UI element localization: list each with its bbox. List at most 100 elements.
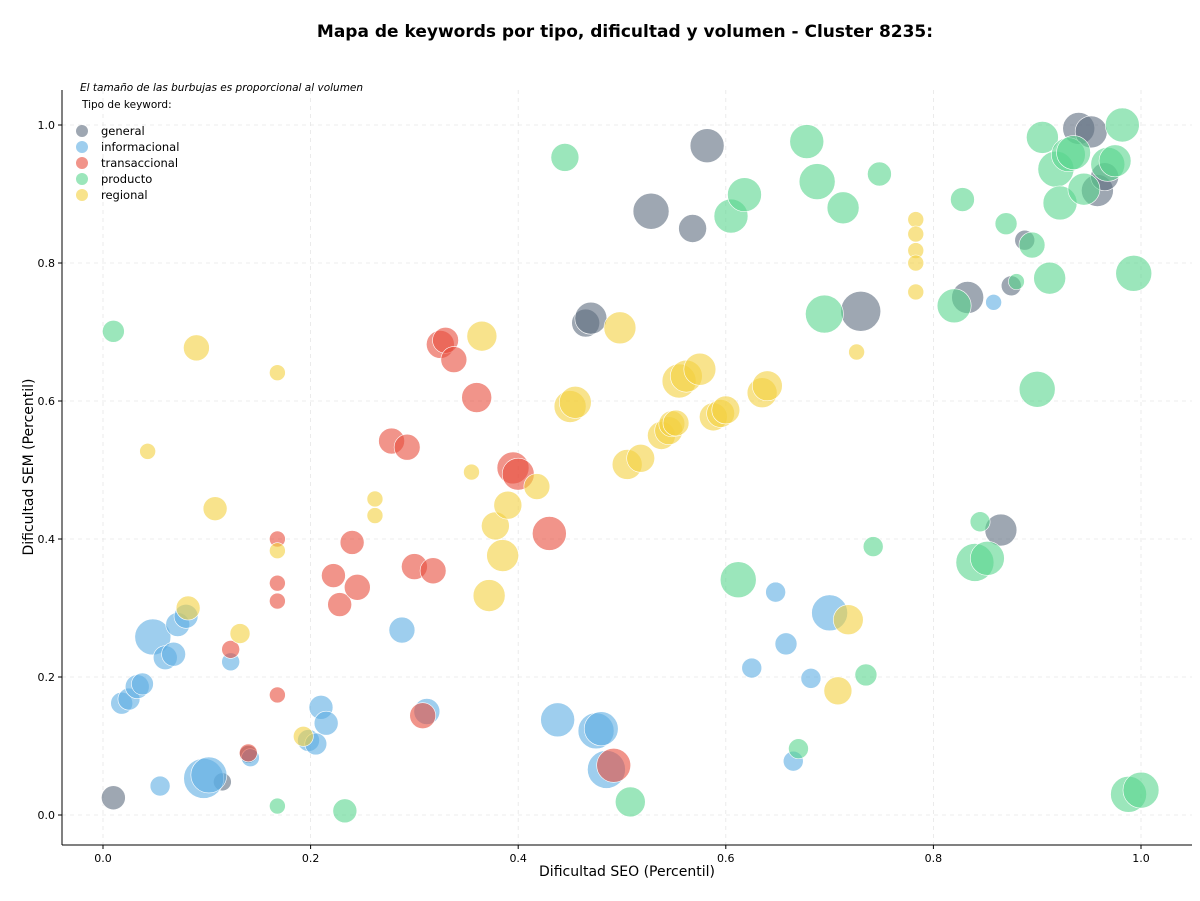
bubble-informacional <box>149 775 171 797</box>
x-tick-label: 0.6 <box>717 852 735 865</box>
bubble-producto <box>854 663 878 687</box>
bubble-regional <box>626 443 655 473</box>
bubble-regional <box>466 320 498 352</box>
y-tick-label: 0.8 <box>38 257 56 270</box>
bubble-producto <box>1008 273 1025 290</box>
bubble-regional <box>558 386 592 419</box>
x-tick-label: 0.0 <box>94 852 112 865</box>
legend-marker-general <box>76 125 88 137</box>
bubble-transaccional <box>344 573 371 601</box>
bubble-producto <box>269 797 286 815</box>
bubble-informacional <box>583 711 619 747</box>
bubble-transaccional <box>596 748 631 783</box>
bubble-producto <box>950 187 975 212</box>
bubble-producto <box>1105 107 1140 143</box>
bubble-regional <box>366 507 384 524</box>
bubble-regional <box>463 463 480 481</box>
bubble-regional <box>486 539 519 572</box>
y-axis-label: Dificultad SEM (Percentil) <box>21 379 37 556</box>
legend-marker-regional <box>76 189 88 201</box>
bubble-regional <box>832 604 864 636</box>
bubble-producto <box>1067 172 1101 206</box>
bubble-producto <box>1122 771 1160 809</box>
bubble-regional <box>683 352 717 386</box>
bubble-general <box>101 785 126 811</box>
bubble-producto <box>719 561 757 599</box>
x-ticks: 0.0 0.2 0.4 0.6 0.8 1.0 <box>94 845 1150 865</box>
bubble-regional <box>269 364 286 382</box>
y-tick-label: 0.2 <box>38 671 56 684</box>
bubbles <box>101 107 1160 824</box>
bubble-informacional <box>765 581 786 603</box>
legend-label-transaccional: transaccional <box>101 156 178 170</box>
bubble-regional <box>823 676 853 706</box>
y-tick-label: 1.0 <box>38 119 56 132</box>
bubble-producto <box>970 541 1005 576</box>
y-ticks: 0.0 0.2 0.4 0.6 0.8 1.0 <box>38 119 62 822</box>
bubble-regional <box>523 473 551 500</box>
bubble-producto <box>936 288 972 324</box>
y-tick-label: 0.4 <box>38 533 56 546</box>
x-tick-label: 1.0 <box>1132 852 1150 865</box>
chart-title: Mapa de keywords por tipo, dificultad y … <box>317 22 933 42</box>
bubble-transaccional <box>221 640 240 659</box>
bubble-regional <box>603 311 637 345</box>
bubble-producto <box>550 143 580 172</box>
bubble-transaccional <box>339 530 365 555</box>
legend-marker-producto <box>76 173 88 185</box>
bubble-producto <box>867 161 892 187</box>
bubble-transaccional <box>269 592 286 610</box>
bubble-producto <box>332 798 358 824</box>
bubble-regional <box>711 395 741 425</box>
size-note: El tamaño de las burbujas es proporciona… <box>80 82 363 94</box>
bubble-producto <box>1033 261 1066 295</box>
bubble-informacional <box>741 657 763 679</box>
bubble-regional <box>183 334 210 362</box>
bubble-transaccional <box>321 563 346 588</box>
bubble-producto <box>826 191 860 225</box>
bubble-regional <box>139 443 156 460</box>
legend-label-regional: regional <box>101 188 148 202</box>
bubble-general <box>840 290 882 332</box>
x-tick-label: 0.2 <box>302 852 320 865</box>
bubble-informacional <box>313 710 339 736</box>
bubble-regional <box>229 623 251 644</box>
bubble-regional <box>662 409 690 437</box>
bubble-informacional <box>540 702 575 738</box>
y-tick-label: 0.0 <box>38 809 56 822</box>
x-axis-label: Dificultad SEO (Percentil) <box>539 864 715 880</box>
bubble-transaccional <box>269 574 286 592</box>
y-tick-label: 0.6 <box>38 395 56 408</box>
bubble-transaccional <box>440 346 468 373</box>
bubble-producto <box>1026 121 1059 154</box>
bubble-regional <box>907 225 925 243</box>
bubble-regional <box>472 579 506 612</box>
bubble-regional <box>493 490 523 520</box>
legend-title: Tipo de keyword: <box>81 99 172 111</box>
bubble-producto <box>805 294 844 334</box>
bubble-producto <box>102 320 125 343</box>
bubble-general <box>632 192 670 230</box>
bubble-transaccional <box>419 557 447 585</box>
x-tick-label: 0.4 <box>509 852 527 865</box>
bubble-regional <box>269 542 286 560</box>
bubble-informacional <box>774 632 798 656</box>
bubble-transaccional <box>409 702 437 729</box>
bubble-producto <box>1018 231 1046 259</box>
bubble-producto <box>969 511 991 533</box>
bubble-regional <box>752 370 783 402</box>
bubble-informacional <box>388 616 416 644</box>
bubble-regional <box>907 254 925 272</box>
bubble-regional <box>907 283 925 301</box>
bubble-informacional <box>985 294 1002 311</box>
bubble-producto <box>798 163 836 200</box>
bubble-regional <box>293 726 314 747</box>
legend-label-informacional: informacional <box>101 140 179 154</box>
bubble-transaccional <box>239 743 258 763</box>
bubble-producto <box>788 738 809 760</box>
bubble-producto <box>1056 135 1091 170</box>
bubble-producto <box>789 124 825 159</box>
legend: general informacional transaccional product… <box>76 124 179 202</box>
bubble-transaccional <box>327 592 352 617</box>
